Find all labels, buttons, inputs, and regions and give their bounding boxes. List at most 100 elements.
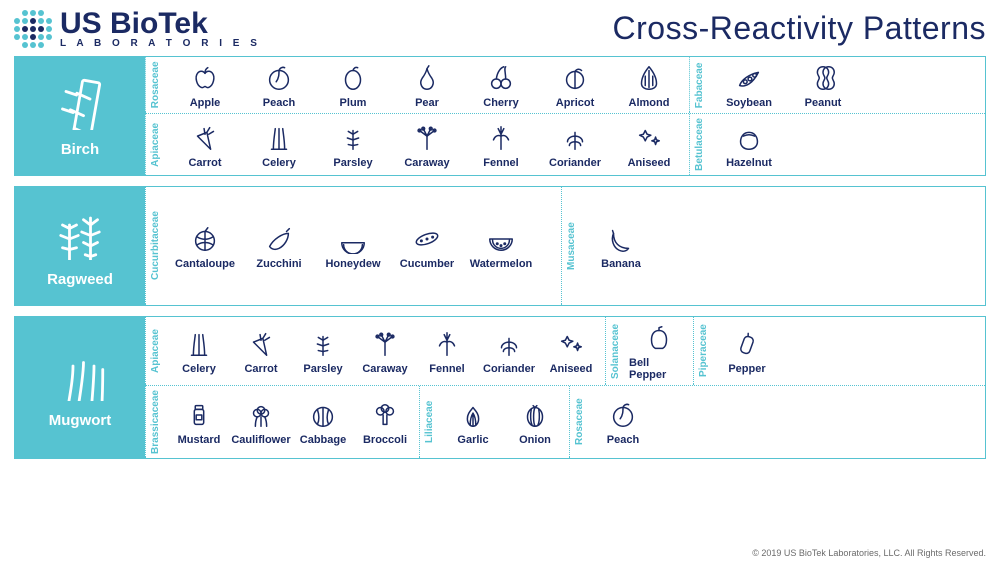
family-row: CucurbitaceaeCantaloupeZucchiniHoneydewC… [145,187,985,305]
peas-icon [734,61,764,95]
food-item: Pear [391,61,463,109]
food-label: Broccoli [363,434,407,446]
items-strip: Hazelnut [709,114,789,175]
food-label: Almond [629,97,670,109]
wedge-icon [338,222,368,256]
food-label: Caraway [404,157,449,169]
header: US BioTek L A B O R A T O R I E S Cross-… [14,10,986,48]
ragweed-icon [52,204,108,265]
fennel-icon [432,327,462,361]
leafy-icon [560,121,590,155]
food-label: Cherry [483,97,518,109]
allergen-label: Birch [61,141,99,158]
almond-icon [634,61,664,95]
items-strip: ApplePeachPlumPearCherryApricotAlmond [165,57,689,113]
brand-subtitle: L A B O R A T O R I E S [60,39,261,48]
spacer [541,187,561,305]
food-label: Carrot [244,363,277,375]
family-row: ApiaceaeCeleryCarrotParsleyCarawayFennel… [145,317,985,386]
copyright: © 2019 US BioTek Laboratories, LLC. All … [752,548,986,558]
food-label: Pear [415,97,439,109]
food-item: Honeydew [317,222,389,270]
nut-icon [734,121,764,155]
items-strip: Peach [589,386,657,458]
family-label: Rosaceae [145,57,165,113]
apple-icon [190,61,220,95]
food-label: Cucumber [400,258,454,270]
food-label: Coriander [483,363,535,375]
food-item: Onion [505,398,565,446]
food-item: Celery [169,327,229,375]
celery-icon [264,121,294,155]
peach-icon [264,61,294,95]
celery-icon [184,327,214,361]
onion-icon [520,398,550,432]
melon-icon [190,222,220,256]
food-label: Carrot [188,157,221,169]
food-label: Celery [262,157,296,169]
food-item: Peach [593,398,653,446]
food-item: Caraway [391,121,463,169]
family-label: Piperaceae [693,317,713,385]
brand-logo: US BioTek L A B O R A T O R I E S [14,10,261,48]
carrot-icon [246,327,276,361]
food-item: Apple [169,61,241,109]
food-label: Fennel [483,157,518,169]
family-row: RosaceaeApplePeachPlumPearCherryApricotA… [145,57,985,114]
food-label: Cantaloupe [175,258,235,270]
food-item: Coriander [479,327,539,375]
allergen-label: Ragweed [47,271,113,288]
section-mugwort: MugwortApiaceaeCeleryCarrotParsleyCarawa… [14,316,986,459]
food-label: Garlic [457,434,488,446]
food-label: Aniseed [628,157,671,169]
items-strip: MustardCauliflowerCabbage Broccoli [165,386,419,458]
allergen-label: Mugwort [49,412,111,429]
food-label: Hazelnut [726,157,772,169]
mugwort-icon [52,345,108,406]
family-label: Solanaceae [605,317,625,385]
food-item: Broccoli [355,398,415,446]
family-label: Apiaceae [145,317,165,385]
food-label: Watermelon [470,258,533,270]
family-label: Betulaceae [689,114,709,175]
food-label: Peach [607,434,639,446]
food-label: Caraway [362,363,407,375]
family-row: ApiaceaeCarrotCeleryParsleyCarawayFennel… [145,114,985,175]
food-item: Peanut [787,61,859,109]
watermelon-icon [486,222,516,256]
food-item: Fennel [417,327,477,375]
leafy-icon [494,327,524,361]
brand-mark-icon [14,10,52,48]
family-label: Liliaceae [419,386,439,458]
jar-icon [184,398,214,432]
section-birch: BirchRosaceaeApplePeachPlumPearCherryApr… [14,56,986,176]
items-strip: Pepper [713,317,781,385]
food-item: Aniseed [613,121,685,169]
food-label: Cauliflower [231,434,290,446]
food-item: Cabbage [293,398,353,446]
pear-icon [412,61,442,95]
stars-icon [634,121,664,155]
family-label: Brassicaceae [145,386,165,458]
family-row: BrassicaceaeMustardCauliflowerCabbage Bro… [145,386,985,458]
family-label: Musaceae [561,187,581,305]
peach-icon [608,398,638,432]
groups-column: CucurbitaceaeCantaloupeZucchiniHoneydewC… [145,187,985,305]
food-item: Mustard [169,398,229,446]
food-label: Bell Pepper [629,357,689,381]
food-item: Carrot [169,121,241,169]
sections-container: Birch RosaceaeApple Peach Plum Pear Cherry Apr… [14,56,986,459]
groups-column: RosaceaeApplePeachPlumPearCherryApricotA… [145,57,985,175]
stars-icon [556,327,586,361]
food-item: Apricot [539,61,611,109]
food-item: Plum [317,61,389,109]
food-label: Celery [182,363,216,375]
apricot-icon [560,61,590,95]
items-strip: Banana [581,187,661,305]
umbel-icon [412,121,442,155]
cauli-icon [246,398,276,432]
food-item: Zucchini [243,222,315,270]
food-label: Plum [340,97,367,109]
zucchini-icon [264,222,294,256]
food-label: Parsley [333,157,372,169]
